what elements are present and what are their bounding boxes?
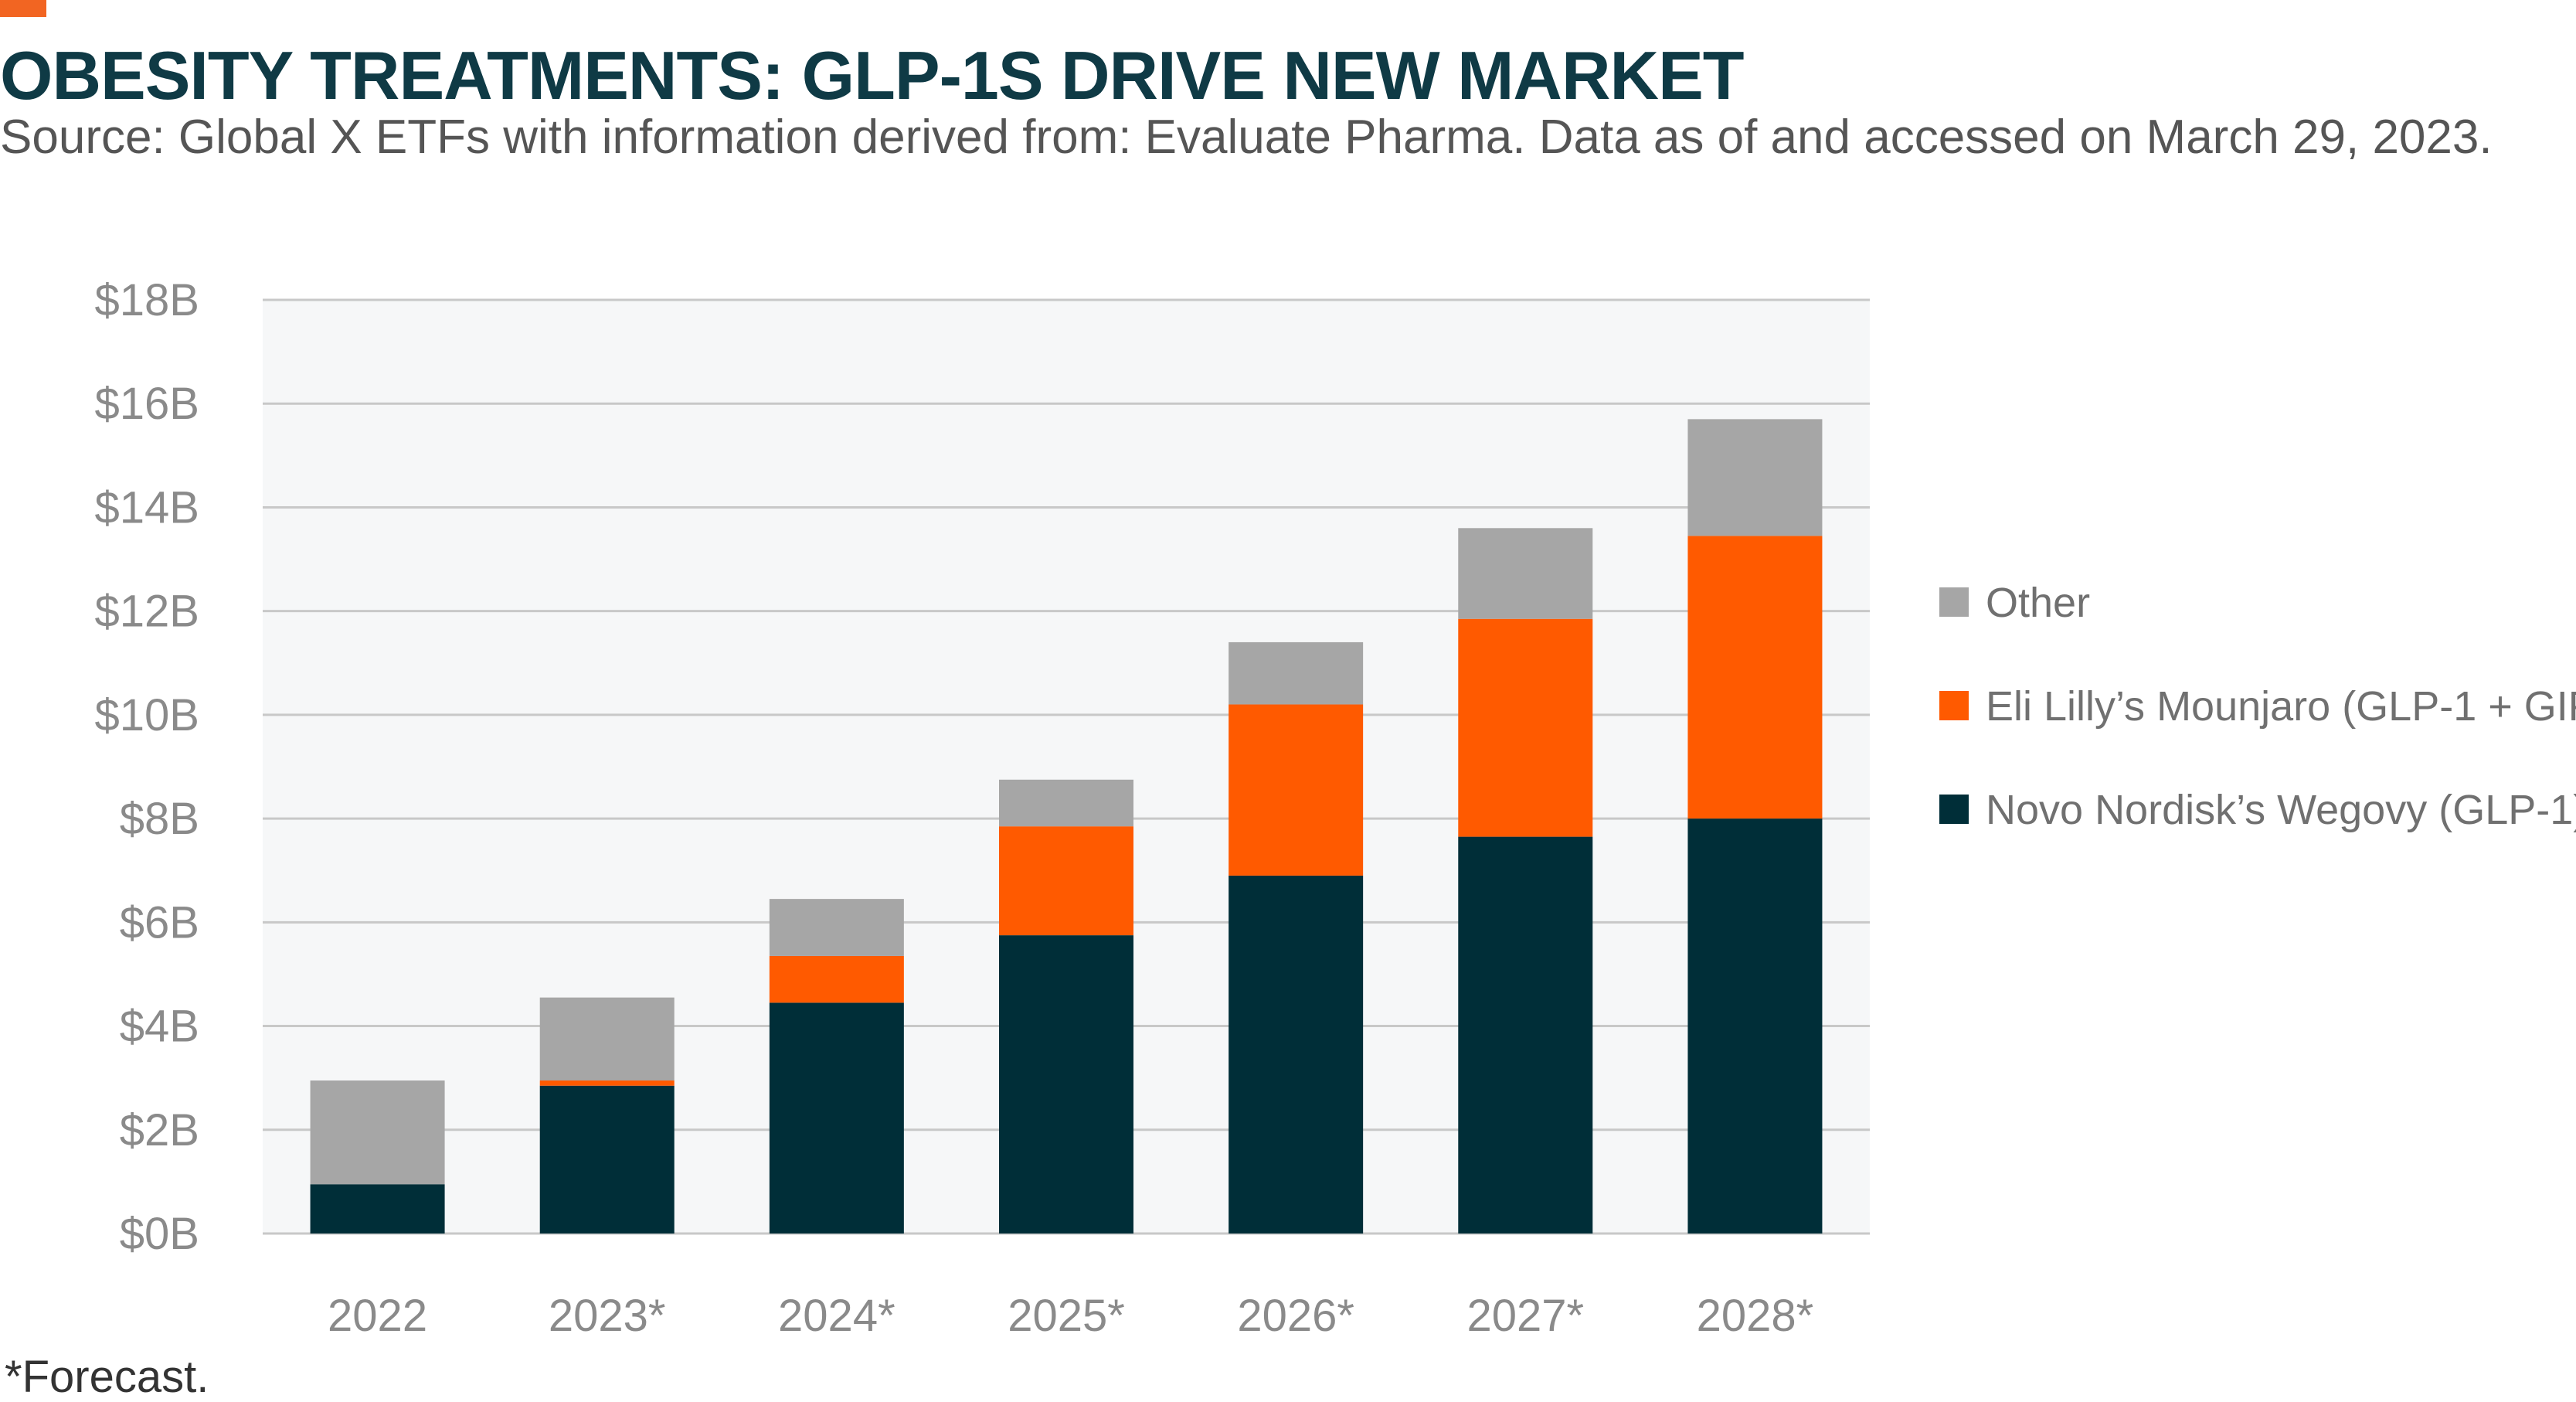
bar-segment — [1687, 536, 1823, 819]
x-tick-label: 2028* — [1697, 1291, 1814, 1341]
x-tick-label: 2027* — [1466, 1291, 1584, 1341]
chart-subtitle: Source: Global X ETFs with information d… — [0, 111, 2493, 164]
y-tick-label: $2B — [120, 1105, 199, 1155]
bar-segment — [1458, 836, 1593, 1234]
bar-segment — [769, 1002, 904, 1234]
legend-label: Other — [1986, 580, 2090, 626]
bar-segment — [310, 1184, 445, 1234]
bar-segment — [1458, 528, 1593, 619]
y-tick-label: $4B — [120, 1002, 199, 1052]
bar-segment — [310, 1080, 445, 1185]
bar-segment — [769, 955, 904, 1003]
forecast-footnote: *Forecast. — [5, 1352, 209, 1402]
bar-segment — [1687, 818, 1823, 1234]
bar-segment — [1229, 704, 1364, 876]
bar-segment — [769, 899, 904, 956]
bar-segment — [539, 1085, 675, 1234]
legend-swatch — [1939, 691, 1969, 720]
bar-segment — [539, 997, 675, 1081]
bar-segment — [999, 935, 1133, 1234]
bar-segment — [539, 1080, 675, 1086]
y-tick-label: $8B — [120, 794, 199, 844]
y-tick-label: $6B — [120, 897, 199, 948]
legend-label: Eli Lilly’s Mounjaro (GLP-1 + GIP) — [1986, 683, 2576, 730]
y-tick-label: $10B — [95, 690, 199, 740]
x-tick-label: 2025* — [1008, 1291, 1125, 1341]
x-tick-label: 2022 — [328, 1291, 427, 1341]
y-tick-label: $12B — [95, 587, 199, 637]
y-tick-label: $18B — [95, 275, 199, 325]
x-tick-label: 2026* — [1237, 1291, 1354, 1341]
bar-segment — [999, 826, 1133, 936]
legend-label: Novo Nordisk’s Wegovy (GLP-1) — [1986, 787, 2576, 833]
bar-segment — [1458, 618, 1593, 837]
legend-swatch — [1939, 587, 1969, 617]
bar-segment — [1687, 419, 1823, 536]
bar-segment — [1229, 875, 1364, 1234]
y-tick-label: $0B — [120, 1209, 199, 1259]
chart-title: OBESITY TREATMENTS: GLP-1S DRIVE NEW MAR… — [0, 37, 1745, 114]
y-tick-label: $14B — [95, 482, 199, 533]
accent-square — [0, 0, 46, 17]
x-tick-label: 2023* — [549, 1291, 666, 1341]
x-tick-label: 2024* — [778, 1291, 895, 1341]
bar-segment — [1229, 641, 1364, 705]
bar-segment — [999, 779, 1133, 827]
y-tick-label: $16B — [95, 379, 199, 429]
legend-swatch — [1939, 795, 1969, 824]
